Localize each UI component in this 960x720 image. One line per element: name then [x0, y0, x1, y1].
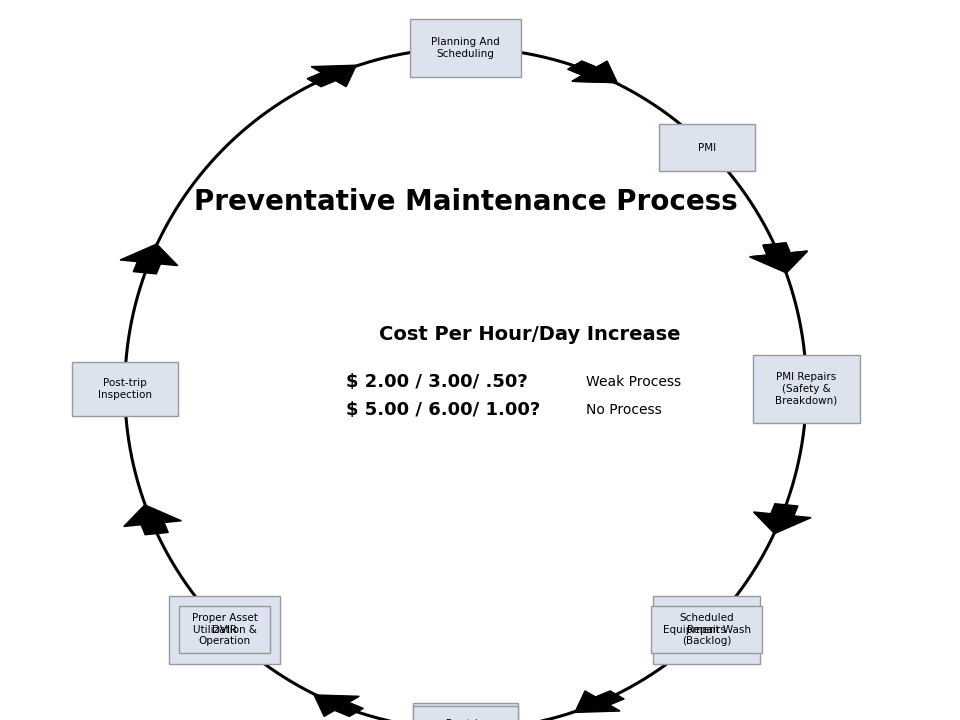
Polygon shape — [568, 61, 617, 83]
Text: $ 2.00 / 3.00/ .50?: $ 2.00 / 3.00/ .50? — [346, 373, 527, 390]
Text: $ 5.00 / 6.00/ 1.00?: $ 5.00 / 6.00/ 1.00? — [346, 401, 540, 419]
FancyBboxPatch shape — [659, 125, 755, 171]
Text: Scheduled
Repairs
(Backlog): Scheduled Repairs (Backlog) — [680, 613, 733, 647]
Polygon shape — [124, 505, 181, 535]
Polygon shape — [754, 504, 811, 534]
Text: Preventative Maintenance Process: Preventative Maintenance Process — [194, 188, 737, 215]
Text: Cost Per Hour/Day Increase: Cost Per Hour/Day Increase — [379, 325, 681, 344]
Text: PMI Repairs
(Safety &
Breakdown): PMI Repairs (Safety & Breakdown) — [776, 372, 837, 405]
Polygon shape — [314, 695, 363, 716]
FancyBboxPatch shape — [753, 354, 860, 423]
Text: No Process: No Process — [586, 403, 661, 418]
FancyBboxPatch shape — [652, 606, 762, 653]
Polygon shape — [568, 61, 617, 83]
Text: Equipment Wash: Equipment Wash — [662, 625, 751, 635]
Polygon shape — [575, 691, 624, 712]
Text: Post-trip
Inspection: Post-trip Inspection — [98, 378, 152, 400]
Polygon shape — [307, 66, 356, 86]
Polygon shape — [750, 243, 807, 273]
FancyBboxPatch shape — [72, 361, 178, 415]
FancyBboxPatch shape — [411, 19, 520, 77]
Text: Proper Asset
Utilization &
Operation: Proper Asset Utilization & Operation — [192, 613, 257, 647]
Text: DVIR: DVIR — [212, 625, 237, 635]
Text: PMI: PMI — [698, 143, 715, 153]
FancyBboxPatch shape — [413, 706, 518, 720]
FancyBboxPatch shape — [413, 703, 518, 720]
Polygon shape — [750, 243, 807, 273]
FancyBboxPatch shape — [653, 595, 760, 664]
Polygon shape — [120, 244, 178, 274]
FancyBboxPatch shape — [169, 595, 279, 664]
Text: Weak Process: Weak Process — [586, 374, 681, 389]
FancyBboxPatch shape — [179, 606, 270, 653]
Text: Planning And
Scheduling: Planning And Scheduling — [431, 37, 500, 59]
Text: Pre-trip
Inspection: Pre-trip Inspection — [439, 719, 492, 720]
